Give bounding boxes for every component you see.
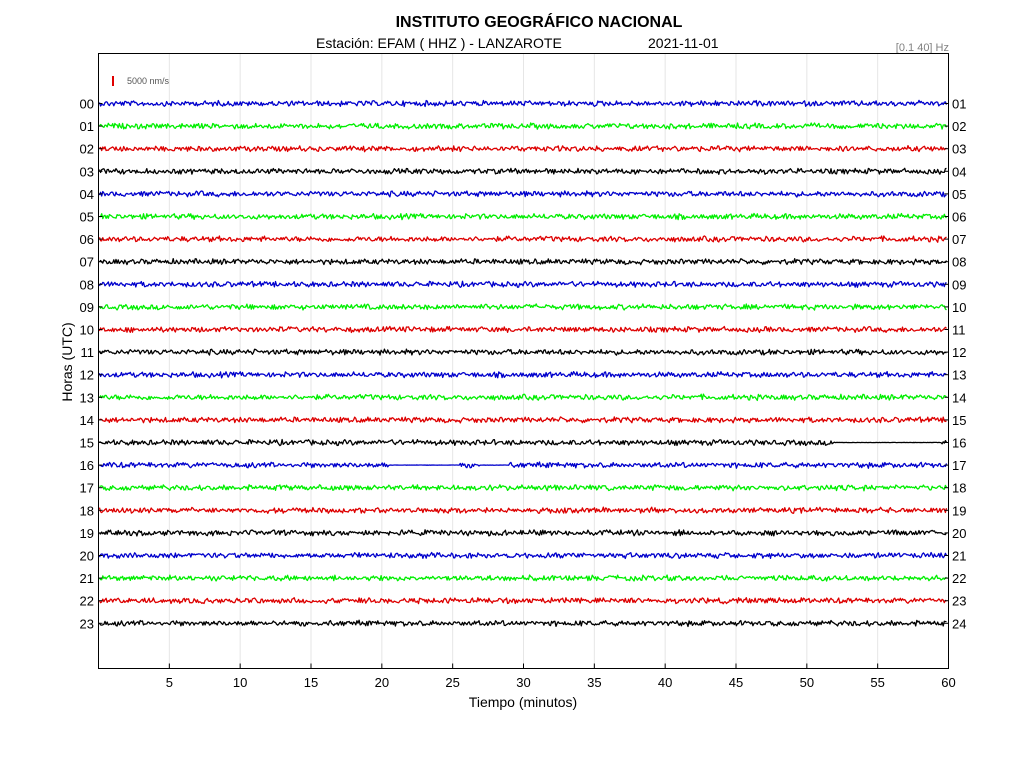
x-axis-ticks: 5 10 15 20 25 30 35 40 45 50 55 60	[166, 663, 956, 690]
hour-labels-left: 00 01 02 03 04 05 06 07 08 09 10 11 12 13 14 15 16 17 18 19…	[80, 97, 103, 631]
trace-hour-17	[99, 484, 948, 492]
y-axis-label: Horas (UTC)	[59, 322, 75, 401]
hour-label-left: 03	[80, 164, 94, 179]
hour-label-right: 17	[952, 458, 966, 473]
hour-label-left: 11	[81, 345, 95, 360]
trace-hour-06	[98, 235, 947, 243]
filter-label: [0.1 40] Hz	[896, 42, 949, 54]
x-tick-label: 50	[800, 675, 814, 690]
station-label: Estación: EFAM ( HHZ ) - LANZAROTE	[316, 35, 562, 51]
hour-label-left: 00	[80, 97, 94, 112]
trace-hour-18	[98, 506, 948, 514]
hour-label-right: 01	[952, 97, 966, 112]
hour-label-left: 09	[80, 300, 94, 315]
trace-hour-14	[99, 416, 947, 424]
scale-bar	[112, 76, 114, 86]
x-tick-label: 30	[516, 675, 530, 690]
x-tick-label: 15	[304, 675, 318, 690]
hour-label-right: 09	[952, 277, 966, 292]
hour-label-left: 02	[80, 142, 94, 157]
hour-label-right: 20	[952, 526, 966, 541]
hour-label-right: 22	[952, 571, 966, 586]
trace-hour-22	[98, 597, 947, 605]
hour-label-right: 07	[952, 232, 966, 247]
hour-label-right: 11	[952, 323, 966, 338]
trace-hour-11	[98, 348, 947, 356]
hour-label-right: 24	[952, 616, 966, 631]
hour-label-left: 22	[80, 594, 94, 609]
hour-label-right: 12	[952, 345, 966, 360]
trace-hour-21	[98, 574, 947, 582]
hour-label-left: 16	[80, 458, 94, 473]
x-tick-label: 55	[870, 675, 884, 690]
x-tick-label: 20	[375, 675, 389, 690]
x-tick-label: 45	[729, 675, 743, 690]
trace-hour-15	[99, 438, 947, 447]
hour-label-left: 23	[80, 616, 94, 631]
hour-label-left: 08	[80, 277, 94, 292]
hour-label-right: 10	[952, 300, 966, 315]
hour-label-left: 15	[80, 436, 94, 451]
hour-labels-right: 01 02 03 04 05 06 07 08 09 10 11 12 13 14 15 16 17 18 19 20…	[944, 97, 966, 631]
hour-label-right: 04	[952, 164, 966, 179]
hour-label-right: 19	[952, 503, 966, 518]
x-axis-label: Tiempo (minutos)	[469, 694, 577, 710]
hour-label-left: 20	[80, 549, 94, 564]
hour-label-right: 23	[952, 594, 966, 609]
hour-label-left: 14	[80, 413, 94, 428]
hour-label-right: 08	[952, 255, 966, 270]
hour-label-left: 18	[80, 503, 94, 518]
hour-label-right: 02	[952, 119, 966, 134]
trace-hour-13	[98, 393, 947, 402]
x-tick-label: 10	[233, 675, 247, 690]
chart-title: INSTITUTO GEOGRÁFICO NACIONAL	[396, 12, 683, 31]
hour-label-left: 13	[80, 390, 94, 405]
hour-label-left: 21	[80, 571, 94, 586]
trace-hour-00	[98, 99, 948, 108]
trace-hour-01	[99, 122, 948, 130]
trace-hour-23	[98, 619, 947, 628]
trace-hour-03	[98, 167, 947, 176]
trace-hour-19	[99, 529, 948, 537]
hour-label-right: 05	[952, 187, 966, 202]
trace-hour-16	[99, 461, 948, 469]
hour-label-left: 07	[80, 255, 94, 270]
trace-hour-20	[98, 551, 948, 560]
x-tick-label: 25	[445, 675, 459, 690]
trace-hour-07	[98, 258, 948, 266]
hour-label-left: 12	[80, 368, 94, 383]
x-tick-label: 5	[166, 675, 173, 690]
trace-hour-12	[98, 370, 947, 379]
hour-label-right: 15	[952, 413, 966, 428]
trace-hour-09	[98, 303, 947, 311]
hour-label-right: 16	[952, 436, 966, 451]
x-tick-label: 60	[941, 675, 955, 690]
hour-label-left: 17	[80, 481, 94, 496]
hour-label-right: 13	[952, 368, 966, 383]
hour-label-right: 06	[952, 210, 966, 225]
scale-label: 5000 nm/s	[127, 76, 170, 86]
x-tick-label: 40	[658, 675, 672, 690]
trace-hour-08	[98, 280, 947, 289]
date-label: 2021-11-01	[648, 35, 719, 51]
hour-label-right: 14	[952, 390, 966, 405]
hour-label-left: 04	[80, 187, 94, 202]
trace-hour-02	[99, 144, 947, 153]
hour-label-right: 18	[952, 481, 966, 496]
hour-label-left: 06	[80, 232, 94, 247]
hour-label-right: 21	[952, 549, 966, 564]
trace-hour-10	[98, 325, 947, 334]
trace-hour-05	[99, 212, 947, 221]
hour-label-left: 01	[80, 119, 94, 134]
hour-label-left: 19	[80, 526, 94, 541]
hour-label-left: 05	[80, 210, 94, 225]
hour-label-right: 03	[952, 142, 966, 157]
x-tick-label: 35	[587, 675, 601, 690]
hour-label-left: 10	[80, 323, 94, 338]
plot-area	[98, 53, 948, 669]
trace-hour-04	[98, 190, 947, 198]
